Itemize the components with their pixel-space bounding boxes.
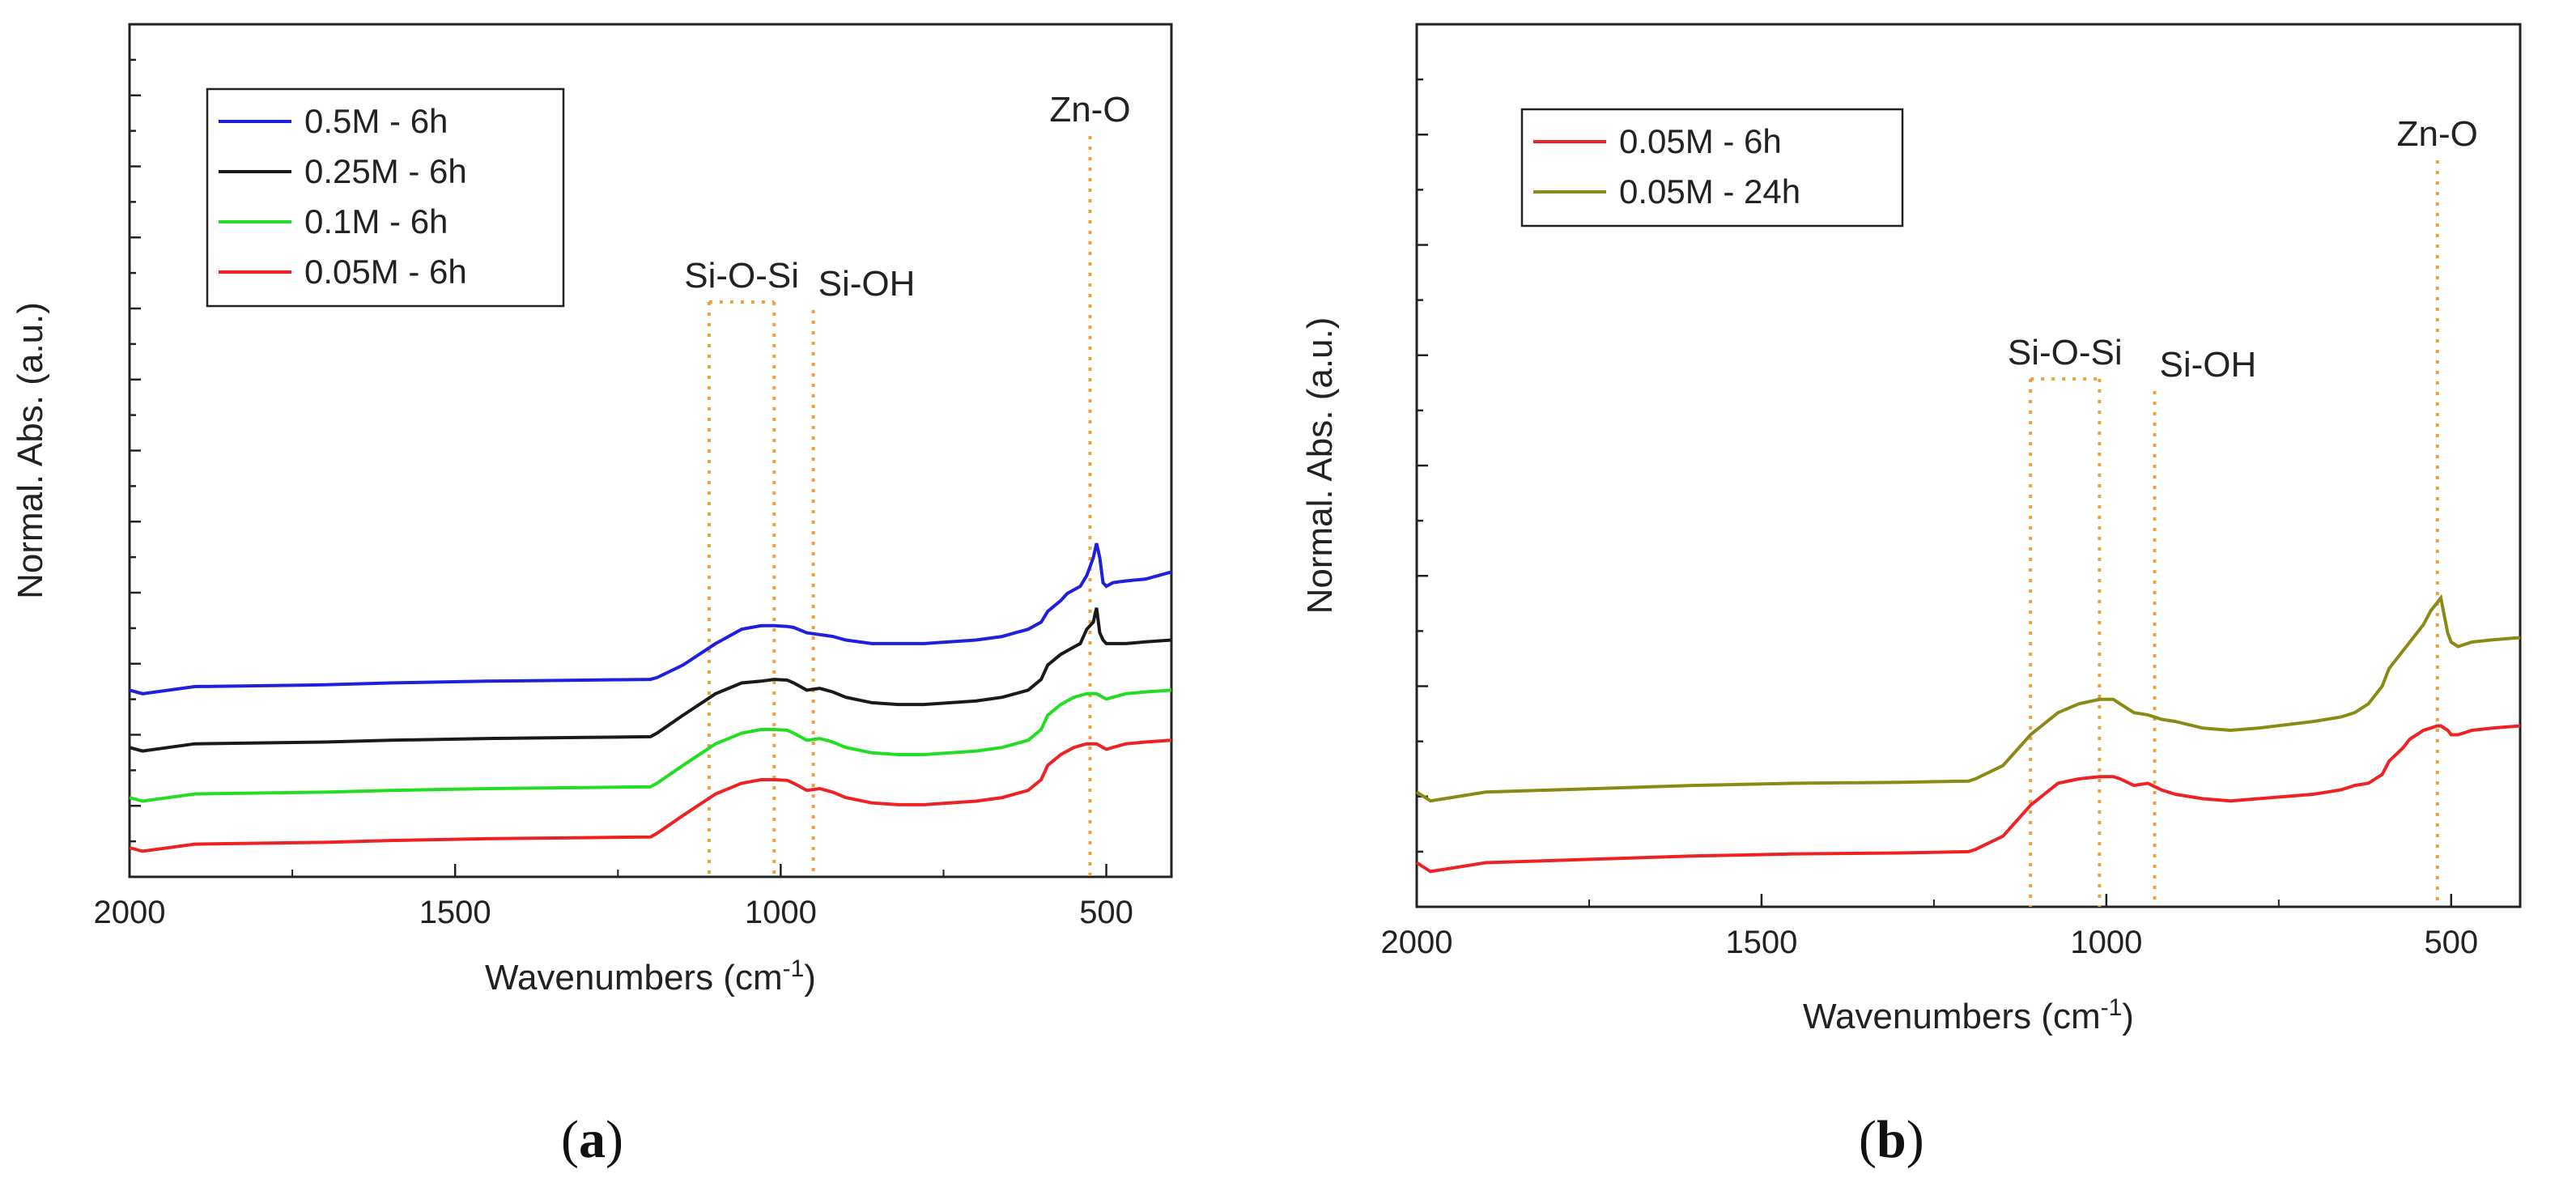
- series-line-0-5m-6h: [129, 542, 1172, 695]
- series-line-0-05m-24h: [1415, 593, 2521, 803]
- x-tick-label: 1000: [745, 895, 817, 930]
- series-line-0-25m-6h: [129, 607, 1172, 753]
- annotation-zn-o: Zn-O: [1049, 90, 1130, 130]
- legend-label: 0.1M - 6h: [304, 202, 448, 240]
- y-axis-title: Normal. Abs. (a.u.): [11, 302, 50, 599]
- y-axis-title: Normal. Abs. (a.u.): [1300, 317, 1340, 615]
- legend-label: 0.25M - 6h: [304, 152, 467, 190]
- legend-label: 0.5M - 6h: [304, 102, 448, 140]
- x-tick-label: 1500: [419, 895, 491, 930]
- annotation-si-o-si: Si-O-Si: [2008, 333, 2123, 372]
- x-tick-label: 2000: [94, 895, 166, 930]
- x-axis-title: Wavenumbers (cm-1): [1803, 994, 2134, 1036]
- x-tick-label: 1000: [2070, 925, 2142, 960]
- legend-label: 0.05M - 24h: [1619, 172, 1800, 211]
- annotation-si-oh: Si-OH: [2160, 345, 2257, 385]
- annotation-si-o-si: Si-O-Si: [684, 256, 799, 296]
- series-line-0-05m-6h: [1415, 724, 2521, 874]
- legend-box: [206, 87, 565, 308]
- legend-label: 0.05M - 6h: [1619, 122, 1782, 160]
- legend-box: [1520, 108, 1904, 228]
- x-tick-label: 2000: [1381, 925, 1453, 960]
- legend-label: 0.05M - 6h: [304, 253, 467, 291]
- chart-panel-a: 2000 1500 1000 500 Wavenumbers (cm-1) Normal.…: [11, 23, 1173, 997]
- legend: 0.5M - 6h 0.25M - 6h 0.1M - 6h 0.05M - 6h: [206, 87, 565, 308]
- annotation-zn-o: Zn-O: [2397, 114, 2478, 154]
- series-line-0-1m-6h: [129, 688, 1172, 803]
- panel-label-b: (b): [1859, 1110, 1924, 1169]
- legend: 0.05M - 6h 0.05M - 24h: [1520, 108, 1904, 228]
- x-tick-label: 1500: [1725, 925, 1797, 960]
- x-tick-label: 500: [1079, 895, 1133, 930]
- series-line-0-05m-6h: [129, 738, 1172, 853]
- annotation-si-oh: Si-OH: [818, 264, 916, 304]
- panel-label-a: (a): [561, 1110, 623, 1169]
- x-tick-label: 500: [2424, 925, 2478, 960]
- x-axis-title: Wavenumbers (cm-1): [485, 955, 816, 997]
- chart-panel-b: 2000 1500 1000 500 Wavenumbers (cm-1) Normal.…: [1300, 23, 2522, 1036]
